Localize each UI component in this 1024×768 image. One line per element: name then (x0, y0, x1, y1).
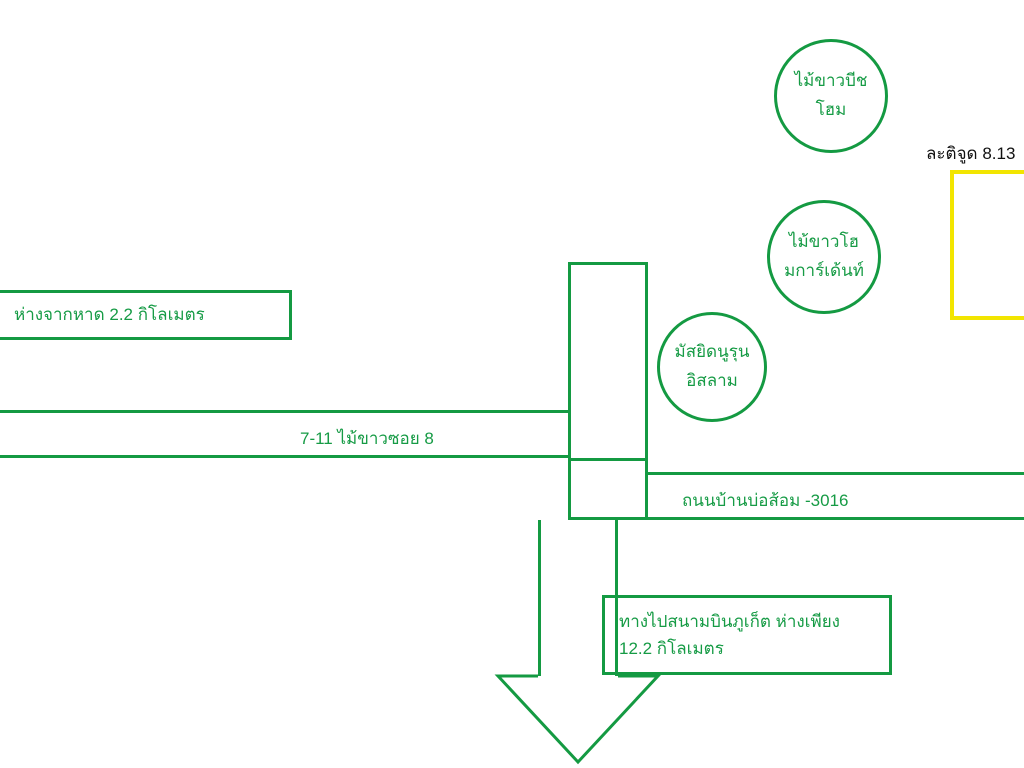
landmark-mosque-text: มัสยิดนูรุนอิสลาม (666, 338, 758, 396)
landmark-home-garden-text: ไม้ขาวโฮมการ์เด้นท์ (776, 228, 872, 286)
landmark-mosque: มัสยิดนูรุนอิสลาม (657, 312, 767, 422)
landmark-home-garden: ไม้ขาวโฮมการ์เด้นท์ (767, 200, 881, 314)
landmark-beach-home: ไม้ขาวบีชโฮม (774, 39, 888, 153)
coordinate-label: ละติจูด 8.13 (926, 140, 1015, 167)
airport-direction-box: ทางไปสนามบินภูเก็ต ห่างเพียง 12.2 กิโลเม… (602, 595, 892, 675)
landmark-beach-home-text: ไม้ขาวบีชโฮม (783, 67, 879, 125)
beach-distance-text: ห่างจากหาด 2.2 กิโลเมตร (14, 301, 205, 328)
location-box: ที่ตั้ง (950, 170, 1024, 320)
airport-direction-text: ทางไปสนามบินภูเก็ต ห่างเพียง 12.2 กิโลเม… (619, 608, 875, 662)
beach-distance-box: ห่างจากหาด 2.2 กิโลเมตร (0, 290, 292, 340)
